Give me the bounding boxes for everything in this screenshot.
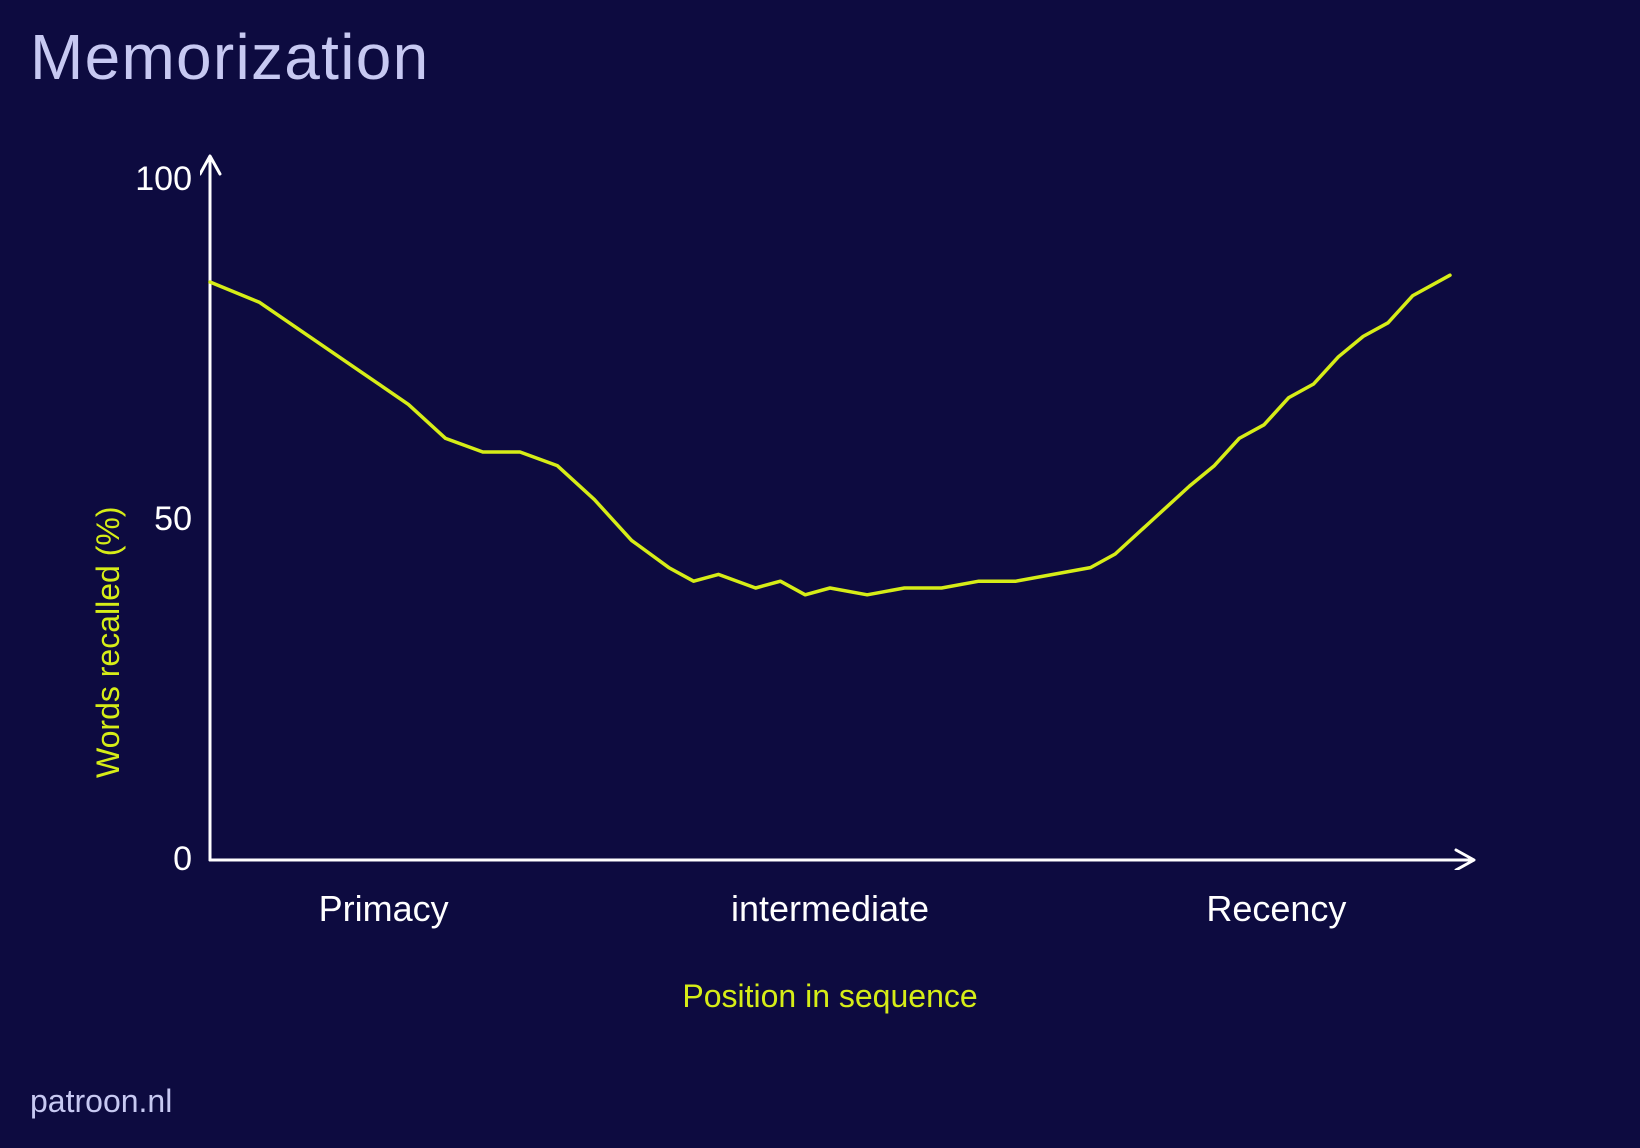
serial-position-chart [200, 150, 1480, 870]
y-tick-label: 0 [173, 840, 192, 879]
footer-credit: patroon.nl [30, 1083, 172, 1120]
page-title: Memorization [30, 20, 430, 94]
y-tick-label: 50 [154, 500, 192, 539]
y-axis-label: Words recalled (%) [90, 507, 127, 778]
x-category-label: Recency [1206, 888, 1346, 930]
x-category-label: Primacy [319, 888, 449, 930]
x-category-label: intermediate [731, 888, 929, 930]
chart-svg [200, 150, 1480, 870]
chart-page: Memorization patroon.nl Words recalled (… [0, 0, 1640, 1148]
x-axis-label: Position in sequence [682, 978, 977, 1015]
y-tick-label: 100 [135, 160, 192, 199]
